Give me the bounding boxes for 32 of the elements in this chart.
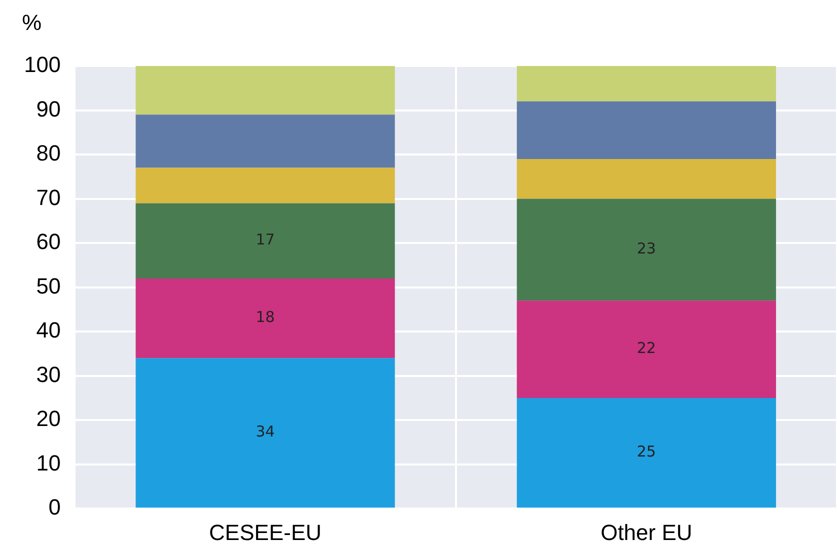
bar bbox=[136, 358, 395, 508]
data-label: 17 bbox=[256, 230, 275, 249]
y-tick-label: 70 bbox=[36, 184, 61, 210]
x-tick-label: Other EU bbox=[600, 520, 692, 545]
y-axis-title: % bbox=[22, 10, 42, 36]
bar bbox=[136, 278, 395, 358]
data-label: 22 bbox=[636, 339, 656, 358]
bar bbox=[516, 300, 776, 398]
y-tick-label: 10 bbox=[36, 450, 61, 476]
data-label: 34 bbox=[256, 422, 275, 441]
data-label: 23 bbox=[636, 240, 656, 258]
bar bbox=[516, 398, 776, 508]
bar bbox=[516, 198, 776, 301]
y-tick-label: 30 bbox=[36, 362, 61, 387]
y-tick-label: 90 bbox=[36, 96, 61, 122]
bar bbox=[516, 66, 776, 102]
y-tick-label: 60 bbox=[36, 229, 61, 254]
bar bbox=[136, 168, 395, 204]
y-tick-label: 50 bbox=[36, 273, 61, 298]
bar bbox=[516, 158, 776, 199]
y-tick-label: 40 bbox=[36, 318, 61, 343]
x-tick-label: CESEE-EU bbox=[209, 520, 322, 545]
y-tick-label: 80 bbox=[36, 140, 61, 166]
bar bbox=[136, 203, 395, 278]
y-tick-label: 100 bbox=[24, 52, 61, 78]
data-label: 18 bbox=[256, 308, 275, 326]
bar bbox=[136, 114, 395, 168]
bar bbox=[136, 66, 395, 115]
y-tick-label: 20 bbox=[36, 406, 61, 432]
bar bbox=[516, 101, 776, 159]
data-label: 25 bbox=[636, 442, 656, 461]
y-tick-label: 0 bbox=[48, 494, 61, 520]
